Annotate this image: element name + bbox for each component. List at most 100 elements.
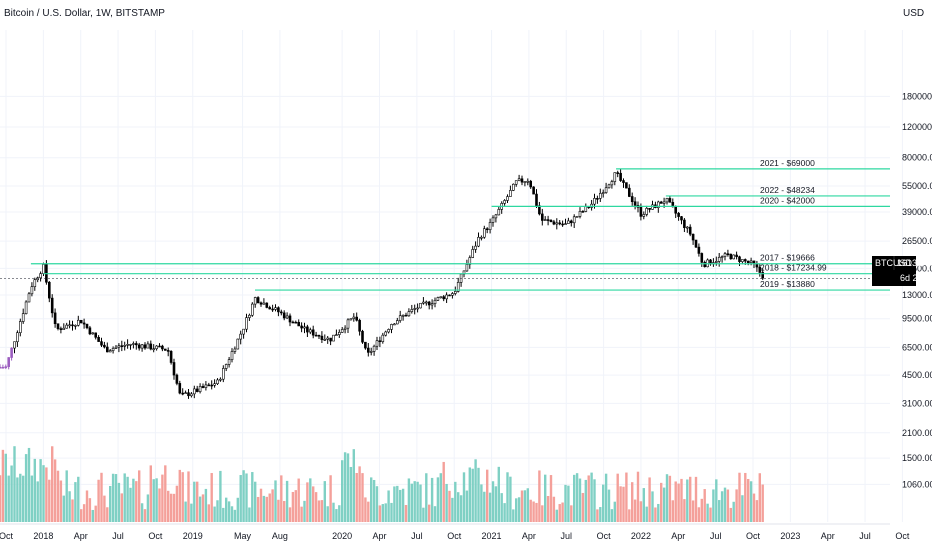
candle-body xyxy=(0,366,2,369)
volume-bar xyxy=(341,460,344,522)
volume-bar xyxy=(517,497,521,522)
candle-body xyxy=(329,337,332,342)
candle-body xyxy=(288,315,292,323)
candle-body xyxy=(143,344,147,349)
volume-bar xyxy=(749,481,753,522)
candle-body xyxy=(404,314,408,317)
candle-body xyxy=(100,341,103,346)
candle-body xyxy=(13,341,16,349)
candle-body xyxy=(387,329,390,333)
candle-body xyxy=(85,323,89,329)
candle-body xyxy=(204,384,208,388)
candle-body xyxy=(335,334,338,336)
candle-body xyxy=(239,333,242,340)
candle-body xyxy=(625,182,628,189)
volume-bar xyxy=(639,501,643,522)
candle-body xyxy=(416,307,419,310)
candle-body xyxy=(343,327,347,330)
candle-body xyxy=(683,219,686,229)
candle-body xyxy=(735,254,738,258)
volume-bar xyxy=(82,504,86,522)
volume-bar xyxy=(436,477,440,522)
volume-bar xyxy=(97,479,100,522)
volume-bar xyxy=(399,489,402,522)
candle-body xyxy=(427,301,431,306)
volume-bar xyxy=(677,483,680,522)
candle-body xyxy=(7,357,10,367)
candle-body xyxy=(178,383,182,394)
volume-bar xyxy=(523,490,527,522)
volume-bar xyxy=(538,470,541,522)
candle-body xyxy=(18,321,22,333)
volume-bar xyxy=(390,502,393,522)
candle-body xyxy=(517,178,521,181)
candle-body xyxy=(662,201,666,204)
volume-bar xyxy=(422,507,425,522)
candle-body xyxy=(384,331,388,336)
volume-bar xyxy=(581,492,585,522)
volume-bar xyxy=(532,501,535,522)
volume-bar xyxy=(396,485,399,522)
candle-body xyxy=(39,273,42,279)
price-tick-label: 18500.00 xyxy=(902,263,932,273)
candle-body xyxy=(311,329,315,336)
candle-body xyxy=(607,184,611,189)
candle-body xyxy=(480,236,483,239)
candle-body xyxy=(543,219,547,221)
candle-body xyxy=(494,214,498,219)
volume-bar xyxy=(706,503,709,522)
candle-body xyxy=(538,205,541,215)
volume-bar xyxy=(317,500,321,522)
volume-bar xyxy=(355,472,358,522)
volume-bar xyxy=(703,489,706,522)
volume-bar xyxy=(401,488,405,522)
volume-bar xyxy=(42,465,45,522)
volume-bar xyxy=(22,475,25,522)
volume-bar xyxy=(132,478,135,522)
candle-body xyxy=(294,321,298,324)
volume-bar xyxy=(416,481,419,522)
volume-bar xyxy=(352,449,355,522)
time-axis[interactable]: Oct 2018 Apr Jul Oct 2019 May Aug 2020 Apr Jul Oct 2… xyxy=(0,523,910,541)
volume-bar xyxy=(462,472,466,522)
volume-bar xyxy=(312,486,315,522)
candle-body xyxy=(685,226,689,229)
volume-bar xyxy=(480,484,483,522)
volume-bar xyxy=(120,493,123,522)
candle-body xyxy=(474,245,477,250)
price-tick-label: 9500.00 xyxy=(902,314,932,324)
candle-body xyxy=(723,253,727,257)
candle-body xyxy=(230,351,234,360)
volume-bar xyxy=(541,505,544,522)
candle-body xyxy=(242,328,245,335)
volume-bar xyxy=(158,488,161,522)
candle-body xyxy=(633,201,637,206)
volume-bar xyxy=(375,486,379,522)
price-axis[interactable]: USD 180000.00 120000.00 80000.00 55000.00 39… xyxy=(902,8,932,489)
volume-bar xyxy=(625,472,628,522)
candle-body xyxy=(401,314,405,317)
volume-bar xyxy=(7,475,10,522)
volume-bar xyxy=(535,502,538,522)
time-tick-label: 2023 xyxy=(780,531,800,541)
candle-body xyxy=(381,334,385,342)
candle-body xyxy=(33,279,37,288)
volume-bar xyxy=(248,507,251,522)
badge-price: 16131.00 xyxy=(897,258,932,268)
candle-body xyxy=(648,207,651,210)
volume-bar xyxy=(546,496,550,522)
volume-bar xyxy=(645,506,648,522)
candle-body xyxy=(680,216,683,221)
volume-bar xyxy=(45,467,48,522)
candle-body xyxy=(4,366,8,368)
volume-bar xyxy=(88,498,92,522)
candle-body xyxy=(317,334,321,337)
candle-body xyxy=(346,319,350,329)
candle-body xyxy=(419,302,422,309)
volume-bar xyxy=(36,481,39,522)
time-tick-label: Oct xyxy=(895,531,910,541)
time-tick-label: Jul xyxy=(859,531,871,541)
